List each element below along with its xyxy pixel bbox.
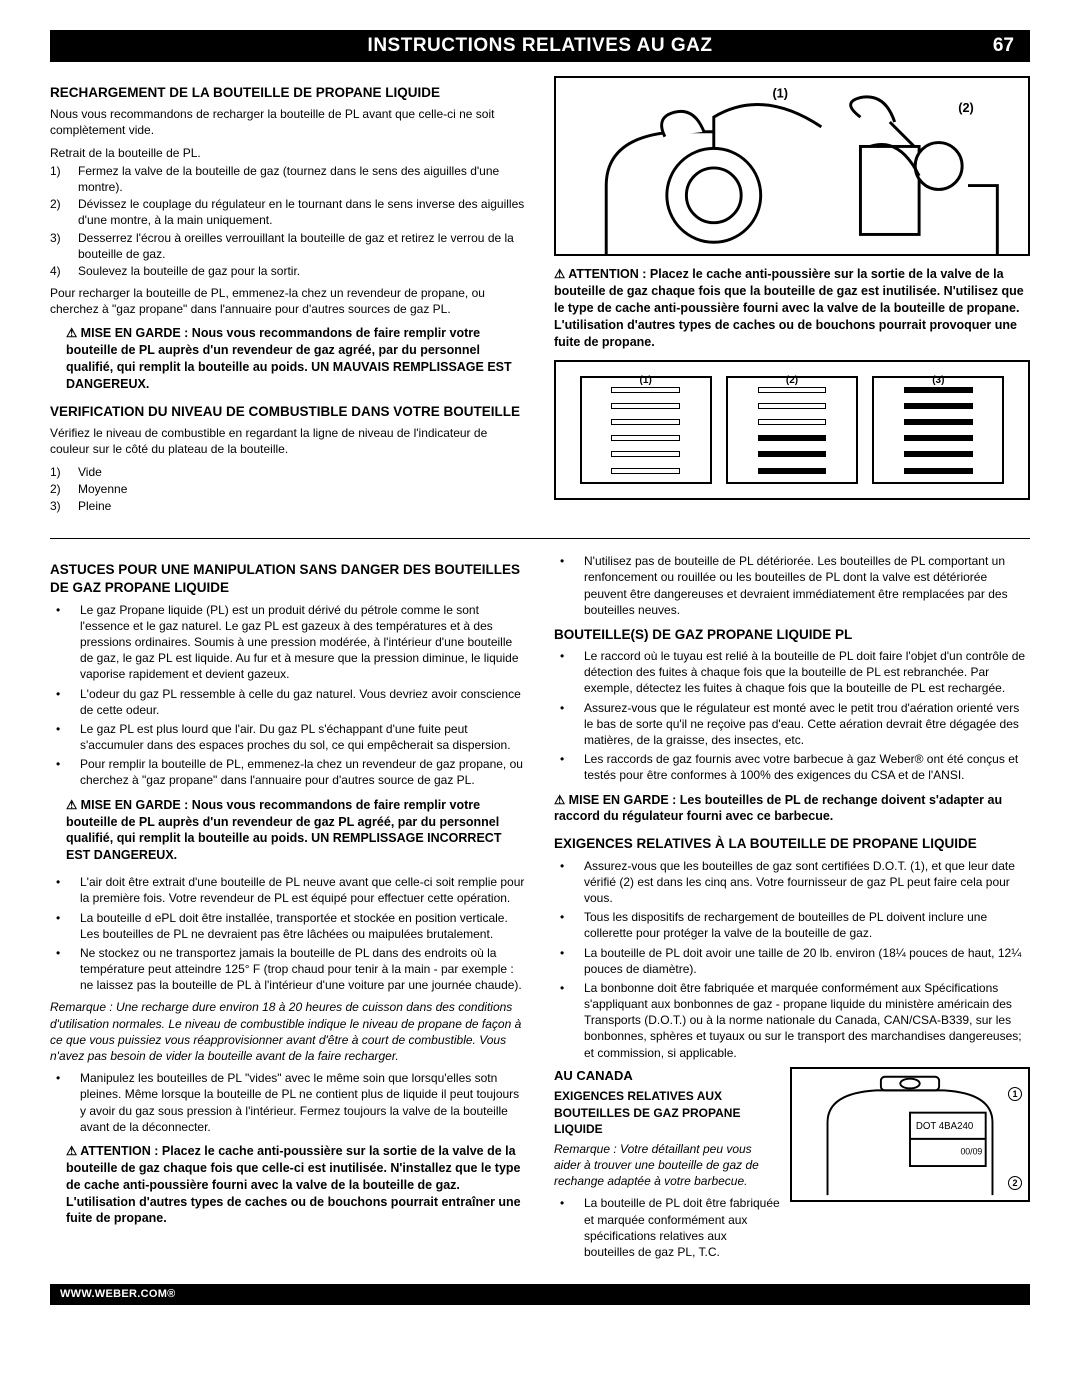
date-label: 00/09 bbox=[960, 1146, 982, 1156]
dot-tank-icon: DOT 4BA240 00/09 bbox=[792, 1069, 1028, 1200]
list-item: Assurez-vous que le régulateur est monté… bbox=[554, 700, 1030, 749]
level-text: Vide bbox=[78, 464, 102, 480]
divider bbox=[50, 538, 1030, 539]
circ-1: 1 bbox=[1008, 1087, 1022, 1101]
bullet-text: Ne stockez ou ne transportez jamais la b… bbox=[80, 945, 526, 994]
bullet-text: La bouteille de PL doit avoir une taille… bbox=[584, 945, 1030, 977]
step-text: Soulevez la bouteille de gaz pour la sor… bbox=[78, 263, 300, 279]
s3-bullets-c: Manipulez les bouteilles de PL "vides" a… bbox=[50, 1070, 526, 1135]
list-item: Le raccord où le tuyau est relié à la bo… bbox=[554, 648, 1030, 697]
list-item: 2)Moyenne bbox=[50, 481, 526, 497]
title-bar: INSTRUCTIONS RELATIVES AU GAZ 67 bbox=[50, 30, 1030, 62]
step-text: Dévissez le couplage du régulateur en le… bbox=[78, 196, 526, 228]
bullet-text: Le gaz PL est plus lourd que l'air. Du g… bbox=[80, 721, 526, 753]
s3-remark: Remarque : Une recharge dure environ 18 … bbox=[50, 999, 526, 1064]
fig1-label-2: (2) bbox=[958, 100, 974, 115]
s2-heading: VERIFICATION DU NIVEAU DE COMBUSTIBLE DA… bbox=[50, 403, 526, 421]
bullet-text: La bouteille d ePL doit être installée, … bbox=[80, 910, 526, 942]
level-text: Moyenne bbox=[78, 481, 127, 497]
step-text: Desserrez l'écrou à oreilles verrouillan… bbox=[78, 230, 526, 262]
list-item: Assurez-vous que les bouteilles de gaz s… bbox=[554, 858, 1030, 907]
lower-right-col: N'utilisez pas de bouteille de PL détéri… bbox=[554, 553, 1030, 1266]
s4-warning: ⚠ MISE EN GARDE : Les bouteilles de PL d… bbox=[554, 792, 1030, 826]
list-item: Ne stockez ou ne transportez jamais la b… bbox=[50, 945, 526, 994]
fig1-warning: ⚠ ATTENTION : Placez le cache anti-pouss… bbox=[554, 266, 1030, 350]
s5-bullets: Assurez-vous que les bouteilles de gaz s… bbox=[554, 858, 1030, 1061]
s3-warning: ⚠ MISE EN GARDE : Nous vous recommandons… bbox=[50, 797, 526, 865]
s4-bullets: Le raccord où le tuyau est relié à la bo… bbox=[554, 648, 1030, 784]
step-text: Fermez la valve de la bouteille de gaz (… bbox=[78, 163, 526, 195]
s3-attention: ⚠ ATTENTION : Placez le cache anti-pouss… bbox=[50, 1143, 526, 1227]
lower-columns: ASTUCES POUR UNE MANIPULATION SANS DANGE… bbox=[50, 553, 1030, 1266]
s1-removal-label: Retrait de la bouteille de PL. bbox=[50, 145, 526, 161]
bullet-text: La bonbonne doit être fabriquée et marqu… bbox=[584, 980, 1030, 1061]
list-item: Le gaz PL est plus lourd que l'air. Du g… bbox=[50, 721, 526, 753]
bullet-text: Les raccords de gaz fournis avec votre b… bbox=[584, 751, 1030, 783]
s1-intro: Nous vous recommandons de recharger la b… bbox=[50, 106, 526, 138]
list-item: La bouteille de PL doit être fabriquée e… bbox=[554, 1195, 780, 1260]
list-item: L'air doit être extrait d'une bouteille … bbox=[50, 874, 526, 906]
footer-bar: WWW.WEBER.COM® bbox=[50, 1284, 1030, 1305]
tank-diagram-icon: (1) (2) bbox=[556, 78, 1028, 254]
upper-columns: RECHARGEMENT DE LA BOUTEILLE DE PROPANE … bbox=[50, 76, 1030, 520]
list-item: L'odeur du gaz PL ressemble à celle du g… bbox=[50, 686, 526, 718]
bullet-text: Tous les dispositifs de rechargement de … bbox=[584, 909, 1030, 941]
figure-dot-tank: DOT 4BA240 00/09 1 2 bbox=[790, 1067, 1030, 1202]
figure-tank-regulator: (1) (2) bbox=[554, 76, 1030, 256]
list-item: 1)Vide bbox=[50, 464, 526, 480]
list-item: 3)Pleine bbox=[50, 498, 526, 514]
list-item: 1)Fermez la valve de la bouteille de gaz… bbox=[50, 163, 526, 195]
circ-2: 2 bbox=[1008, 1176, 1022, 1190]
bullet-text: N'utilisez pas de bouteille de PL détéri… bbox=[584, 553, 1030, 618]
list-item: 3)Desserrez l'écrou à oreilles verrouill… bbox=[50, 230, 526, 262]
bullet-text: Assurez-vous que les bouteilles de gaz s… bbox=[584, 858, 1030, 907]
s1-warning: ⚠ MISE EN GARDE : Nous vous recommandons… bbox=[50, 325, 526, 393]
page-number: 67 bbox=[993, 33, 1014, 59]
page-title: INSTRUCTIONS RELATIVES AU GAZ bbox=[368, 33, 713, 59]
bullet-text: La bouteille de PL doit être fabriquée e… bbox=[584, 1195, 780, 1260]
list-item: 2)Dévissez le couplage du régulateur en … bbox=[50, 196, 526, 228]
bullet-text: Assurez-vous que le régulateur est monté… bbox=[584, 700, 1030, 749]
footer-url: WWW.WEBER.COM® bbox=[60, 1288, 176, 1300]
bullet-text: Pour remplir la bouteille de PL, emmenez… bbox=[80, 756, 526, 788]
lower-left-col: ASTUCES POUR UNE MANIPULATION SANS DANGE… bbox=[50, 553, 526, 1266]
bullet-text: L'odeur du gaz PL ressemble à celle du g… bbox=[80, 686, 526, 718]
list-item: La bouteille de PL doit avoir une taille… bbox=[554, 945, 1030, 977]
s3-heading: ASTUCES POUR UNE MANIPULATION SANS DANGE… bbox=[50, 561, 526, 597]
dot-label: DOT 4BA240 bbox=[916, 1121, 974, 1132]
bullet-text: Le raccord où le tuyau est relié à la bo… bbox=[584, 648, 1030, 697]
bullet-text: Le gaz Propane liquide (PL) est un produ… bbox=[80, 602, 526, 683]
list-item: Manipulez les bouteilles de PL "vides" a… bbox=[50, 1070, 526, 1135]
s5-heading: EXIGENCES RELATIVES À LA BOUTEILLE DE PR… bbox=[554, 835, 1030, 853]
list-item: La bouteille d ePL doit être installée, … bbox=[50, 910, 526, 942]
canada-block: DOT 4BA240 00/09 1 2 AU CANADA EXIGENCES… bbox=[554, 1067, 1030, 1266]
bullet-text: L'air doit être extrait d'une bouteille … bbox=[80, 874, 526, 906]
s1-heading: RECHARGEMENT DE LA BOUTEILLE DE PROPANE … bbox=[50, 84, 526, 102]
s4-top-bullet: N'utilisez pas de bouteille de PL détéri… bbox=[554, 553, 1030, 618]
upper-left-col: RECHARGEMENT DE LA BOUTEILLE DE PROPANE … bbox=[50, 76, 526, 520]
level-text: Pleine bbox=[78, 498, 111, 514]
list-item: Tous les dispositifs de rechargement de … bbox=[554, 909, 1030, 941]
s3-bullets-a: Le gaz Propane liquide (PL) est un produ… bbox=[50, 602, 526, 789]
list-item: Le gaz Propane liquide (PL) est un produ… bbox=[50, 602, 526, 683]
s1-steps: 1)Fermez la valve de la bouteille de gaz… bbox=[50, 163, 526, 279]
s4-heading: BOUTEILLE(S) DE GAZ PROPANE LIQUIDE PL bbox=[554, 626, 1030, 644]
list-item: 4)Soulevez la bouteille de gaz pour la s… bbox=[50, 263, 526, 279]
gauge-2: (2) bbox=[726, 376, 858, 484]
bullet-text: Manipulez les bouteilles de PL "vides" a… bbox=[80, 1070, 526, 1135]
s3-bullets-b: L'air doit être extrait d'une bouteille … bbox=[50, 874, 526, 993]
list-item: Les raccords de gaz fournis avec votre b… bbox=[554, 751, 1030, 783]
fig1-label-1: (1) bbox=[772, 86, 788, 101]
list-item: La bonbonne doit être fabriquée et marqu… bbox=[554, 980, 1030, 1061]
s2-levels: 1)Vide 2)Moyenne 3)Pleine bbox=[50, 464, 526, 515]
gauge-1: (1) bbox=[580, 376, 712, 484]
list-item: N'utilisez pas de bouteille de PL détéri… bbox=[554, 553, 1030, 618]
gauge-3: (3) bbox=[872, 376, 1004, 484]
s6-bullets: La bouteille de PL doit être fabriquée e… bbox=[554, 1195, 1030, 1260]
figure-fuel-gauge: (1) (2) (3) bbox=[554, 360, 1030, 500]
s1-after: Pour recharger la bouteille de PL, emmen… bbox=[50, 285, 526, 317]
list-item: Pour remplir la bouteille de PL, emmenez… bbox=[50, 756, 526, 788]
s2-intro: Vérifiez le niveau de combustible en reg… bbox=[50, 425, 526, 457]
upper-right-col: (1) (2) ⚠ ATTENTION : Placez le cache an… bbox=[554, 76, 1030, 520]
